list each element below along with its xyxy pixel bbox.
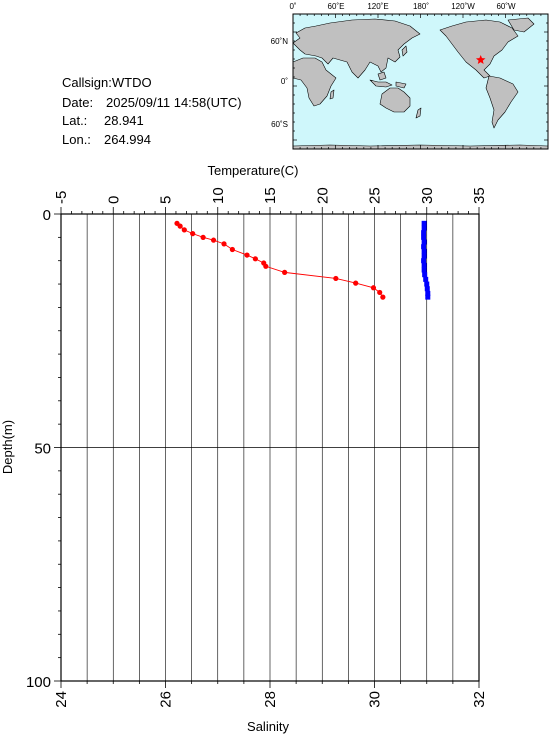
y-axis-label: Depth(m) xyxy=(0,420,15,474)
top-axis-tick-label: 35 xyxy=(471,187,488,204)
lat-label: Lat.: xyxy=(62,113,87,128)
south-america-landmass xyxy=(485,75,519,129)
station-info: Callsign:WTDO Date: 2025/09/11 14:58(UTC… xyxy=(62,75,242,147)
date-label: Date: xyxy=(62,95,93,110)
temperature-point xyxy=(380,294,386,300)
new-guinea-island xyxy=(395,81,407,89)
salinity-point xyxy=(421,220,427,226)
temperature-point xyxy=(370,285,377,291)
temperature-point xyxy=(333,275,339,282)
bottom-axis-tick-label: 26 xyxy=(158,691,175,708)
salinity-point xyxy=(421,258,427,264)
top-axis-tick-label: 10 xyxy=(210,187,227,204)
date-value: 2025/09/11 14:58(UTC) xyxy=(106,95,242,110)
salinity-point xyxy=(424,281,430,287)
salinity-point xyxy=(421,267,427,273)
temperature-point xyxy=(377,289,383,296)
callsign-text: Callsign:WTDO xyxy=(62,75,152,90)
bottom-axis-tick-label: 28 xyxy=(262,691,279,708)
borneo-island xyxy=(377,71,387,81)
map-lon-tick-60e: 60˚E xyxy=(328,2,345,11)
data-series xyxy=(174,220,431,300)
temperature-point xyxy=(244,252,250,258)
temperature-point xyxy=(200,234,206,240)
world-map: 0˚ 60˚E 120˚E 180˚ 120˚W 60˚W 60˚N 0˚ 60… xyxy=(271,2,549,150)
salinity-point xyxy=(423,276,429,282)
top-axis-tick-label: -5 xyxy=(53,191,70,204)
top-axis-tick-label: 20 xyxy=(314,187,331,204)
japan-island xyxy=(401,45,408,57)
map-lon-tick-60w: 60˚W xyxy=(496,2,516,11)
salinity-point xyxy=(421,253,427,259)
salinity-point xyxy=(425,294,431,300)
temperature-point xyxy=(221,241,227,247)
temperature-point xyxy=(190,231,196,237)
north-america-landmass xyxy=(439,19,519,79)
salinity-point xyxy=(421,248,427,254)
map-lon-tick-120e: 120˚E xyxy=(367,2,388,11)
temperature-point xyxy=(181,227,187,233)
salinity-point xyxy=(424,286,430,292)
y-axis-tick-label: 50 xyxy=(34,441,51,458)
salinity-point xyxy=(421,239,427,245)
salinity-point xyxy=(421,225,427,231)
bottom-axis-tick-label: 30 xyxy=(367,691,384,708)
map-lat-tick-60n: 60˚N xyxy=(271,37,289,46)
top-axis-tick-label: 5 xyxy=(158,196,175,204)
top-axis-label: Temperature(C) xyxy=(207,163,298,178)
australia-landmass xyxy=(379,87,411,113)
lat-value: 28.941 xyxy=(104,113,144,128)
top-axis-tick-label: 0 xyxy=(105,196,122,204)
axis-ticks xyxy=(54,207,480,688)
map-lat-tick-0: 0˚ xyxy=(281,77,288,86)
new-zealand-island xyxy=(415,107,422,119)
temperature-point xyxy=(210,237,217,243)
map-tick-marks xyxy=(292,13,549,150)
salinity-point xyxy=(422,272,428,278)
bottom-axis-tick-label: 24 xyxy=(53,691,70,708)
salinity-point xyxy=(421,230,427,236)
africa-landmass xyxy=(292,57,337,107)
temperature-point xyxy=(263,263,269,269)
bottom-axis-label: Salinity xyxy=(247,719,289,734)
temperature-point xyxy=(177,223,183,229)
chart-grid xyxy=(61,214,479,681)
map-lon-tick-0: 0˚ xyxy=(289,2,296,11)
temperature-point xyxy=(282,269,288,275)
y-axis-tick-label: 100 xyxy=(26,674,51,691)
temperature-point xyxy=(252,256,258,262)
top-axis-tick-label: 25 xyxy=(367,187,384,204)
map-lon-tick-120w: 120˚W xyxy=(451,2,475,11)
map-lon-tick-180: 180˚ xyxy=(413,2,429,11)
indonesia-islands xyxy=(369,79,393,88)
y-axis-tick-label: 0 xyxy=(43,207,51,224)
salinity-point xyxy=(421,262,427,268)
map-lat-tick-60s: 60˚S xyxy=(271,120,288,129)
bottom-axis-tick-label: 32 xyxy=(471,691,488,708)
salinity-point xyxy=(421,244,427,250)
station-star-icon xyxy=(475,54,486,64)
greenland-landmass xyxy=(507,17,535,33)
map-land xyxy=(292,17,549,150)
top-axis-tick-label: 15 xyxy=(262,187,279,204)
top-axis-tick-label: 30 xyxy=(419,187,436,204)
lon-label: Lon.: xyxy=(62,132,91,147)
madagascar-island xyxy=(329,89,335,100)
lon-value: 264.994 xyxy=(104,132,151,147)
salinity-point xyxy=(421,234,427,240)
temperature-point xyxy=(353,280,359,286)
station-location-marker xyxy=(475,54,486,64)
temperature-point xyxy=(229,246,235,253)
salinity-point xyxy=(425,290,431,296)
eurasia-landmass xyxy=(292,18,421,79)
